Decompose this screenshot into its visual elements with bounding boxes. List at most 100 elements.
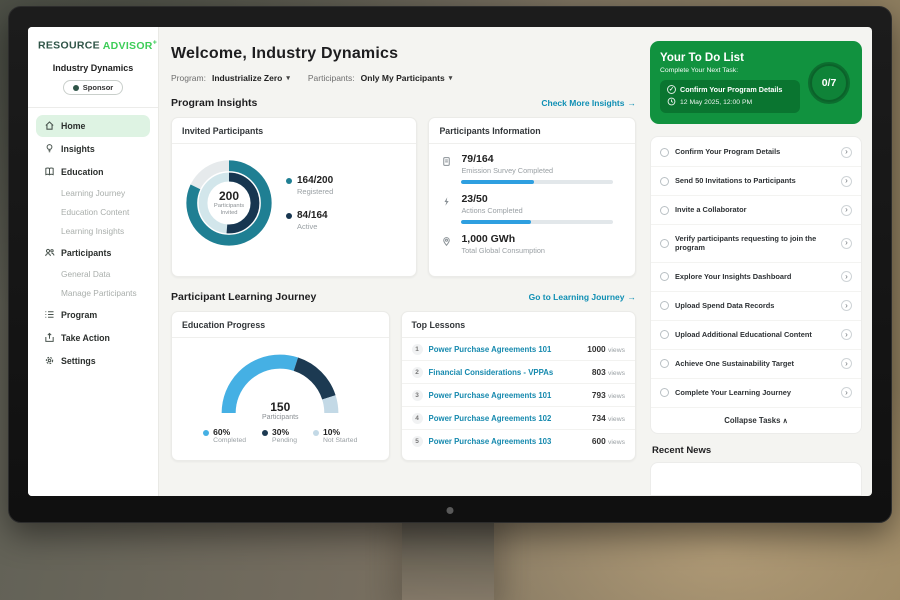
task-row[interactable]: Upload Spend Data Records › [651,292,861,321]
lightbulb-icon [43,143,55,155]
chevron-right-icon[interactable]: › [841,176,852,187]
people-icon [43,247,55,259]
book-icon [43,166,55,178]
participants-filter-label: Participants: [308,73,355,83]
gauge-center-label: Participants [210,414,350,421]
legend-registered: 164/200 Registered [286,175,333,196]
chevron-right-icon[interactable]: › [841,205,852,216]
sidebar-item-general-data[interactable]: General Data [36,265,150,284]
sidebar-item-home[interactable]: Home [36,115,150,137]
lesson-row: 1 Power Purchase Agreements 101 1000 vie… [402,338,635,361]
todo-title: Your To Do List [660,52,800,64]
sidebar-item-manage-participants[interactable]: Manage Participants [36,284,150,303]
task-row[interactable]: Achieve One Sustainability Target › [651,350,861,379]
task-checkbox[interactable] [660,239,669,248]
sidebar-item-education[interactable]: Education [36,161,150,183]
task-checkbox[interactable] [660,359,669,368]
todo-panel: Your To Do List Complete Your Next Task:… [648,27,872,496]
legend-dot [286,213,292,219]
participants-select-value: Only My Participants [361,73,445,83]
todo-summary-card: Your To Do List Complete Your Next Task:… [650,41,862,124]
task-checkbox[interactable] [660,330,669,339]
task-checkbox[interactable] [660,206,669,215]
monitor-logo [447,507,454,514]
task-row[interactable]: Send 50 Invitations to Participants › [651,167,861,196]
filter-bar: Program: Industrialize Zero ▾ Participan… [171,73,636,83]
arrow-right-icon: → [628,292,637,302]
chevron-down-icon: ▾ [449,74,453,82]
chevron-right-icon[interactable]: › [841,300,852,311]
survey-icon [441,153,453,184]
next-task-box[interactable]: ✓ Confirm Your Program Details 12 May 20… [660,80,800,113]
logo-text-advisor: ADVISOR+ [103,40,157,52]
program-select[interactable]: Industrialize Zero ▾ [212,73,290,83]
pinfo-card-title: Participants Information [429,118,635,144]
task-checkbox[interactable] [660,272,669,281]
task-row[interactable]: Confirm Your Program Details › [651,138,861,167]
sidebar-item-label: Home [61,121,85,131]
chevron-right-icon[interactable]: › [841,238,852,249]
legend-not-started: 10% Not Started [313,427,357,444]
task-row[interactable]: Upload Additional Educational Content › [651,321,861,350]
list-icon [43,309,55,321]
task-row[interactable]: Invite a Collaborator › [651,196,861,225]
todo-subtitle: Complete Your Next Task: [660,67,800,74]
lesson-link[interactable]: Power Purchase Agreements 102 [429,414,586,423]
participants-information-card: Participants Information 79/164 Emission… [428,117,636,277]
chevron-right-icon[interactable]: › [841,358,852,369]
check-more-insights-link[interactable]: Check More Insights → [541,98,636,108]
chevron-up-icon: ∧ [783,418,788,425]
donut-center-value: 200 [219,189,239,203]
main-content: Welcome, Industry Dynamics Program: Indu… [159,27,648,496]
task-row[interactable]: Verify participants requesting to join t… [651,225,861,263]
task-checkbox[interactable] [660,177,669,186]
lesson-link[interactable]: Financial Considerations - VPPAs [429,368,586,377]
chevron-right-icon[interactable]: › [841,329,852,340]
photo-background: RESOURCE ADVISOR+ Industry Dynamics Spon… [0,0,900,600]
legend-dot [203,430,209,436]
task-checkbox[interactable] [660,301,669,310]
sidebar-item-learning-journey[interactable]: Learning Journey [36,184,150,203]
invited-donut-chart: 200 Participants Invited [180,154,278,252]
sidebar-item-label: Participants [61,248,111,258]
sidebar-item-settings[interactable]: Settings [36,350,150,372]
sidebar-item-participants[interactable]: Participants [36,242,150,264]
lesson-rank-badge: 1 [412,344,423,355]
lesson-link[interactable]: Power Purchase Agreements 101 [429,391,586,400]
task-row[interactable]: Explore Your Insights Dashboard › [651,263,861,292]
home-icon [43,120,55,132]
action-upload-icon [43,332,55,344]
location-pin-icon [441,233,453,255]
lesson-link[interactable]: Power Purchase Agreements 101 [429,345,582,354]
arrow-right-icon: → [628,98,637,108]
sidebar-item-insights[interactable]: Insights [36,138,150,160]
lightning-icon [441,193,453,224]
sidebar-item-label: Education [61,167,104,177]
chevron-right-icon[interactable]: › [841,271,852,282]
legend-completed: 60% Completed [203,427,246,444]
sidebar-item-label: Settings [61,356,96,366]
stat-emission-survey: 79/164 Emission Survey Completed [441,153,623,184]
sidebar-item-take-action[interactable]: Take Action [36,327,150,349]
sponsor-badge[interactable]: Sponsor [63,80,123,95]
app-logo[interactable]: RESOURCE ADVISOR+ [36,39,150,52]
sidebar-item-program[interactable]: Program [36,304,150,326]
task-row[interactable]: Complete Your Learning Journey › [651,379,861,408]
monitor-bezel: RESOURCE ADVISOR+ Industry Dynamics Spon… [8,6,892,523]
education-card-title: Education Progress [172,312,389,338]
legend-dot [286,178,292,184]
task-checkbox[interactable] [660,148,669,157]
chevron-right-icon[interactable]: › [841,387,852,398]
participants-select[interactable]: Only My Participants ▾ [361,73,453,83]
task-checkbox[interactable] [660,388,669,397]
sidebar-item-learning-insights[interactable]: Learning Insights [36,222,150,241]
progress-bar [461,180,613,184]
chevron-right-icon[interactable]: › [841,147,852,158]
monitor-stand [402,521,494,600]
collapse-tasks-button[interactable]: Collapse Tasks ∧ [651,408,861,432]
go-to-learning-journey-link[interactable]: Go to Learning Journey → [529,292,636,302]
invited-card-title: Invited Participants [172,118,416,144]
sidebar-item-education-content[interactable]: Education Content [36,203,150,222]
lesson-row: 3 Power Purchase Agreements 101 793 view… [402,384,635,407]
lesson-link[interactable]: Power Purchase Agreements 103 [429,437,586,446]
